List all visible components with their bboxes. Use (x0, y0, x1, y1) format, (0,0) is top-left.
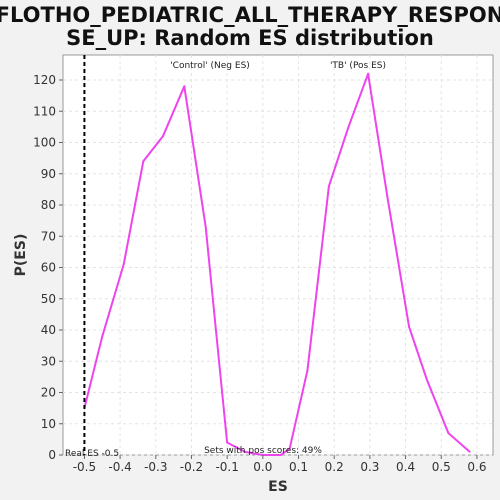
chart-title-line1: FLOTHO_PEDIATRIC_ALL_THERAPY_RESPON (0, 3, 500, 27)
data-point (426, 379, 428, 381)
data-point (162, 135, 164, 138)
y-axis-label: P(ES) (13, 234, 29, 277)
grid (63, 55, 493, 456)
y-tick-label: 80 (41, 198, 56, 212)
y-tick-label: 60 (41, 261, 56, 275)
data-point (447, 432, 450, 435)
x-tick-label: 0.1 (289, 460, 308, 474)
x-tick-label: -0.3 (144, 460, 167, 474)
sets-pos-scores-label: Sets with pos scores: 49% (204, 446, 322, 456)
y-tick-label: 90 (41, 167, 56, 181)
x-tick-label: -0.2 (180, 460, 203, 474)
data-point (226, 441, 229, 444)
y-tick-label: 100 (33, 136, 56, 150)
line-layer (83, 55, 471, 456)
data-point (306, 369, 309, 372)
neg-es-label: 'Control' (Neg ES) (170, 61, 250, 71)
x-tick-label: -0.4 (108, 460, 131, 474)
x-axis-label: ES (268, 479, 288, 495)
y-tick-label: 70 (41, 229, 56, 243)
data-point (244, 450, 246, 453)
y-tick-label: 50 (41, 292, 56, 306)
chart-title-line2: SE_UP: Random ES distribution (66, 26, 434, 50)
data-point (327, 185, 330, 188)
data-point (183, 85, 186, 88)
x-tick-label: -0.5 (73, 460, 96, 474)
y-tick-label: 110 (33, 104, 56, 118)
x-tick-label: 0.4 (396, 460, 415, 474)
x-tick-label: -0.1 (215, 460, 238, 474)
real-es-label: Real ES -0.5 (65, 449, 119, 459)
y-tick-label: 40 (41, 323, 56, 337)
data-point (288, 447, 291, 450)
x-tick-label: 0.0 (253, 460, 272, 474)
plot-area (62, 54, 494, 456)
data-point (386, 197, 389, 200)
data-point (142, 160, 145, 163)
data-point (122, 263, 125, 266)
data-point (279, 454, 282, 456)
y-tick-label: 10 (41, 417, 56, 431)
y-tick-label: 0 (48, 448, 56, 462)
data-point (408, 325, 411, 328)
x-tick-label: 0.6 (467, 460, 486, 474)
pos-es-label: 'TB' (Pos ES) (330, 61, 386, 71)
x-tick-label: 0.5 (432, 460, 451, 474)
data-point (468, 450, 471, 453)
data-point (367, 72, 370, 75)
y-tick-label: 120 (33, 73, 56, 87)
x-tick-label: 0.2 (325, 460, 344, 474)
x-tick-label: 0.3 (360, 460, 379, 474)
data-point (347, 125, 350, 128)
y-tick-label: 20 (41, 386, 56, 400)
y-axis-ticks: 0 10 20 30 40 50 60 70 80 90 100 110 120 (33, 73, 63, 462)
x-axis-ticks: -0.5 -0.4 -0.3 -0.2 -0.1 0.0 0.1 0.2 0.3 0.4 0.5 0.… (73, 455, 486, 474)
y-tick-label: 30 (41, 354, 56, 368)
data-point (101, 335, 104, 338)
data-point (204, 225, 207, 228)
